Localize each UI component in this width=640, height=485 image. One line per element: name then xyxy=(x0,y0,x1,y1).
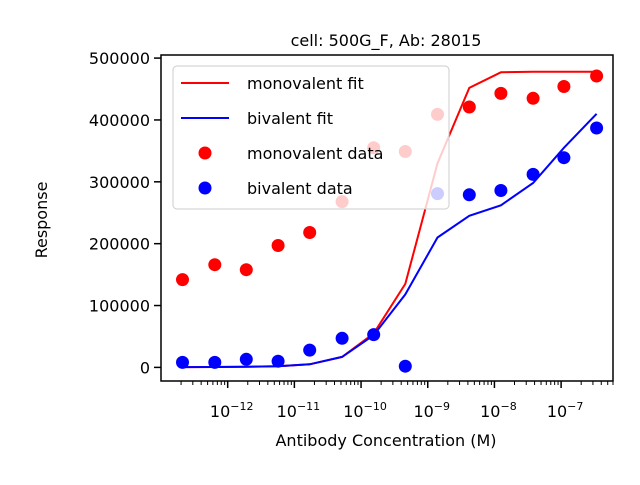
data-point-s1-2 xyxy=(208,258,222,272)
data-point-s2-11 xyxy=(494,184,508,197)
data-point-s1-3 xyxy=(239,263,253,277)
y-tick-label-5: 400000 xyxy=(89,111,150,130)
data-point-s2-5 xyxy=(303,343,317,357)
data-point-s2-10 xyxy=(462,188,476,202)
x-tick-label-5: 10−8 xyxy=(480,400,517,421)
y-tick-label-6: 500000 xyxy=(89,49,150,68)
data-point-s1-1 xyxy=(176,273,189,287)
legend-label-4: bivalent data xyxy=(247,179,353,198)
y-tick-label-2: 100000 xyxy=(89,297,150,316)
legend-label-1: monovalent fit xyxy=(247,74,364,93)
x-tick-label-2: 10−11 xyxy=(277,400,321,421)
data-point-s2-3 xyxy=(239,352,253,366)
y-tick-label-3: 200000 xyxy=(89,235,150,254)
series-line-2 xyxy=(182,113,598,369)
data-point-s2-6 xyxy=(335,331,349,345)
x-tick-label-3: 10−10 xyxy=(343,400,387,421)
legend-label-3: monovalent data xyxy=(247,144,383,163)
data-point-s1-5 xyxy=(303,226,317,239)
x-tick-label-4: 10−9 xyxy=(413,400,450,421)
data-point-s1-11 xyxy=(494,86,508,100)
data-point-s2-14 xyxy=(590,121,604,135)
data-point-s2-12 xyxy=(526,167,540,181)
legend: monovalent fit bivalent fit monovalent dat… xyxy=(172,65,450,210)
y-tick-label-4: 300000 xyxy=(89,173,150,192)
data-point-s2-2 xyxy=(208,355,222,369)
data-point-s2-1 xyxy=(176,355,189,369)
data-point-s2-7 xyxy=(367,328,381,342)
data-point-s2-8 xyxy=(398,359,412,373)
legend-box xyxy=(172,65,450,210)
chart-title: cell: 500G_F, Ab: 28015 xyxy=(291,31,482,51)
legend-swatch-4 xyxy=(198,181,212,195)
axes-frame xyxy=(160,54,614,382)
data-point-s2-13 xyxy=(557,151,571,165)
data-point-s1-13 xyxy=(557,80,571,93)
y-axis-label: Response xyxy=(32,182,51,259)
y-tick-label-1: 0 xyxy=(140,358,150,377)
data-point-s2-4 xyxy=(271,354,285,368)
x-tick-label-1: 10−12 xyxy=(210,400,254,421)
x-axis-label: Antibody Concentration (M) xyxy=(275,431,496,450)
data-point-s1-12 xyxy=(526,91,540,105)
x-tick-label-6: 10−7 xyxy=(547,400,584,421)
data-point-s1-10 xyxy=(462,100,476,114)
data-point-s1-4 xyxy=(271,239,285,252)
data-point-s1-14 xyxy=(590,69,604,83)
axes: 0 100000 200000 300000 400000 500000 10−12 10−1… xyxy=(89,49,614,421)
legend-swatch-3 xyxy=(198,146,212,160)
legend-label-2: bivalent fit xyxy=(247,109,333,128)
